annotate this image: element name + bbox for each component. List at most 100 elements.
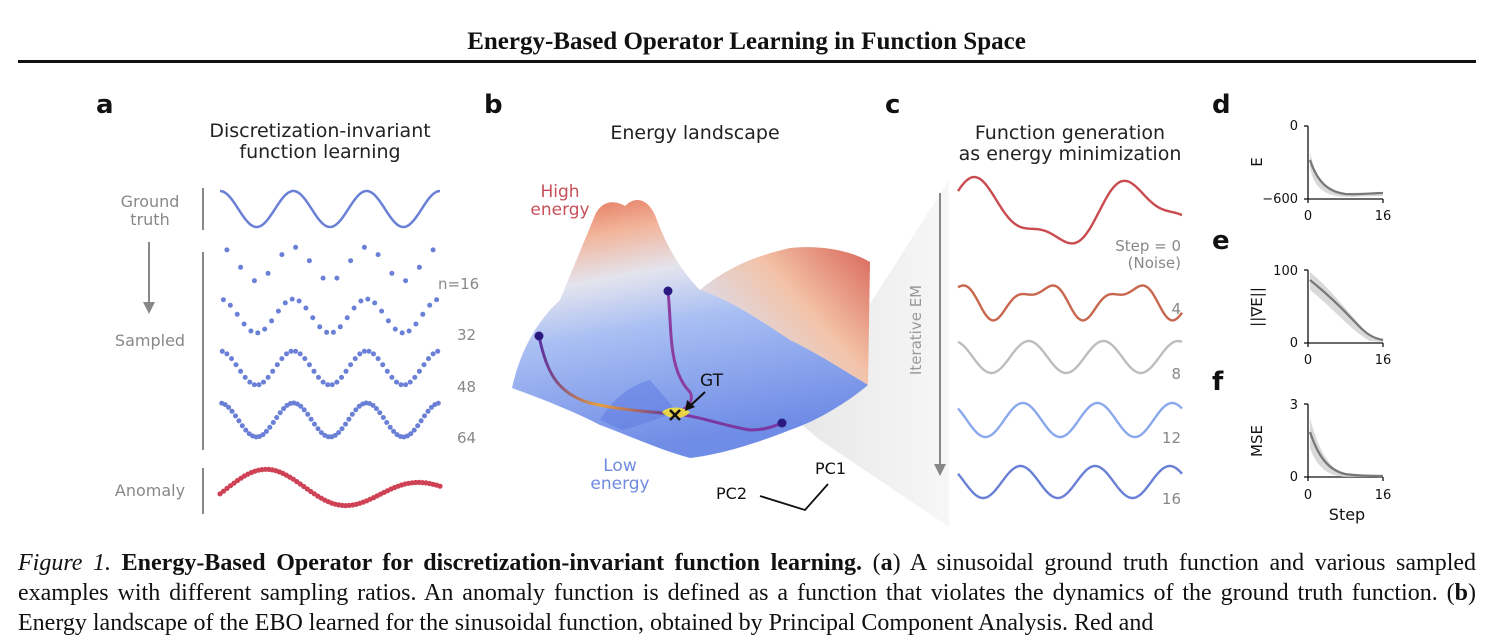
sample-dot: [263, 428, 269, 434]
high-energy-line1: High: [540, 182, 580, 202]
sample-dot: [233, 362, 239, 368]
sample-dot: [425, 408, 431, 414]
sample-dot: [430, 247, 436, 253]
sample-dot: [392, 326, 398, 332]
sample-dot: [361, 348, 367, 354]
iterative-arrow-icon: [934, 193, 946, 476]
gt-marker-icon: [669, 409, 681, 421]
mse-ylabel: MSE: [1248, 425, 1266, 457]
sample-dot: [312, 421, 317, 427]
generation-curve: [957, 284, 1183, 322]
sample-dot: [398, 382, 404, 388]
gradnorm-ybottom: 0: [1290, 336, 1298, 351]
sampled-dots: [219, 244, 441, 440]
sample-dot: [303, 305, 309, 311]
step-zero-line1: Step = 0: [1115, 237, 1181, 255]
sample-dot: [226, 404, 232, 410]
gradnorm-ylabel: ||∇E||: [1248, 287, 1266, 327]
pc-axes: [759, 483, 829, 512]
low-energy-line2: energy: [590, 474, 650, 494]
sample-dot: [412, 374, 418, 380]
ground-truth-curve: [219, 189, 441, 229]
energy-x0: 0: [1304, 209, 1312, 224]
sample-dot: [428, 404, 434, 410]
mse-x0: 0: [1304, 488, 1312, 503]
mse-ybottom: 0: [1290, 470, 1298, 485]
sample-dot: [416, 368, 422, 374]
panel-a-title-line1: Discretization-invariant: [209, 120, 431, 142]
sample-dot: [348, 362, 354, 368]
title-rule: [18, 60, 1476, 63]
panel-a-title-line2: function learning: [239, 141, 401, 163]
anomaly-dot: [220, 488, 227, 494]
sample-count-48: 48: [457, 378, 477, 396]
sample-dot: [310, 315, 316, 321]
step-4-label: 4: [1171, 300, 1181, 318]
sample-dot: [384, 420, 390, 425]
sample-dot: [407, 379, 413, 385]
sample-dot: [269, 318, 275, 324]
sample-dot: [375, 252, 381, 258]
sample-dot: [233, 413, 238, 419]
panel-a-title: Discretization-invariant function learni…: [190, 121, 450, 163]
anomaly-dot: [437, 483, 443, 489]
mse-ytop: 3: [1290, 398, 1298, 413]
sample-dot: [366, 348, 372, 354]
sample-dot: [420, 311, 426, 317]
pc2-label: PC2: [716, 484, 747, 503]
sample-dot: [351, 305, 357, 311]
pc1-label: PC1: [815, 459, 846, 478]
sample-dot: [301, 407, 307, 413]
sample-dot: [384, 368, 390, 374]
sample-dot: [267, 424, 273, 430]
sample-dot: [418, 418, 424, 424]
sample-dot: [330, 329, 336, 335]
sample-dot: [315, 426, 321, 432]
sample-dot: [334, 275, 340, 281]
sample-dot: [406, 328, 412, 334]
sample-dot: [411, 427, 417, 433]
sample-dot: [339, 374, 344, 380]
sample-dot: [274, 362, 280, 368]
gt-arrow-icon: [685, 391, 706, 411]
panel-c-title-line1: Function generation: [974, 122, 1166, 144]
caption-a-letter: a: [880, 550, 893, 576]
sample-dot: [358, 298, 364, 304]
sample-dot: [421, 362, 427, 368]
energy-ytop: 0: [1290, 119, 1298, 134]
panel-b-title: Energy landscape: [610, 122, 780, 144]
step-zero-label: Step = 0 (Noise): [1105, 238, 1181, 272]
low-energy-line1: Low: [603, 456, 637, 476]
sample-dot: [251, 278, 257, 284]
gt-label: GT: [700, 371, 724, 391]
energy-ylabel: E: [1248, 157, 1266, 166]
panel-a-letter: a: [96, 90, 114, 120]
sample-dot: [389, 374, 395, 380]
sample-dot: [265, 270, 271, 276]
panel-c-title: Function generation as energy minimizati…: [940, 123, 1200, 165]
sample-dot: [377, 410, 383, 416]
sample-dot: [236, 418, 242, 424]
sample-dot: [227, 302, 233, 308]
step-16-label: 16: [1161, 490, 1181, 508]
sample-dot: [270, 368, 276, 374]
sample-dot: [329, 382, 335, 388]
sample-dot: [242, 374, 248, 380]
sample-count-16: n=16: [438, 275, 480, 293]
caption-bold-title: Energy-Based Operator for discretization…: [121, 550, 862, 576]
sample-dot: [318, 430, 324, 436]
sample-dot: [279, 356, 285, 362]
caption-a-close: ): [892, 550, 901, 576]
sample-dot: [284, 351, 289, 357]
energy-surface: [512, 200, 868, 459]
mse-plot: [1304, 403, 1384, 481]
sample-dot: [224, 351, 230, 357]
sample-dot: [399, 330, 405, 336]
sample-dot: [320, 379, 326, 385]
sample-dot: [229, 408, 235, 414]
page-title: Energy-Based Operator Learning in Functi…: [467, 28, 1026, 55]
generation-curves: [957, 175, 1183, 500]
sample-dot: [277, 410, 283, 416]
caption-b-letter: b: [1454, 580, 1468, 606]
mse-x1: 16: [1375, 488, 1392, 503]
